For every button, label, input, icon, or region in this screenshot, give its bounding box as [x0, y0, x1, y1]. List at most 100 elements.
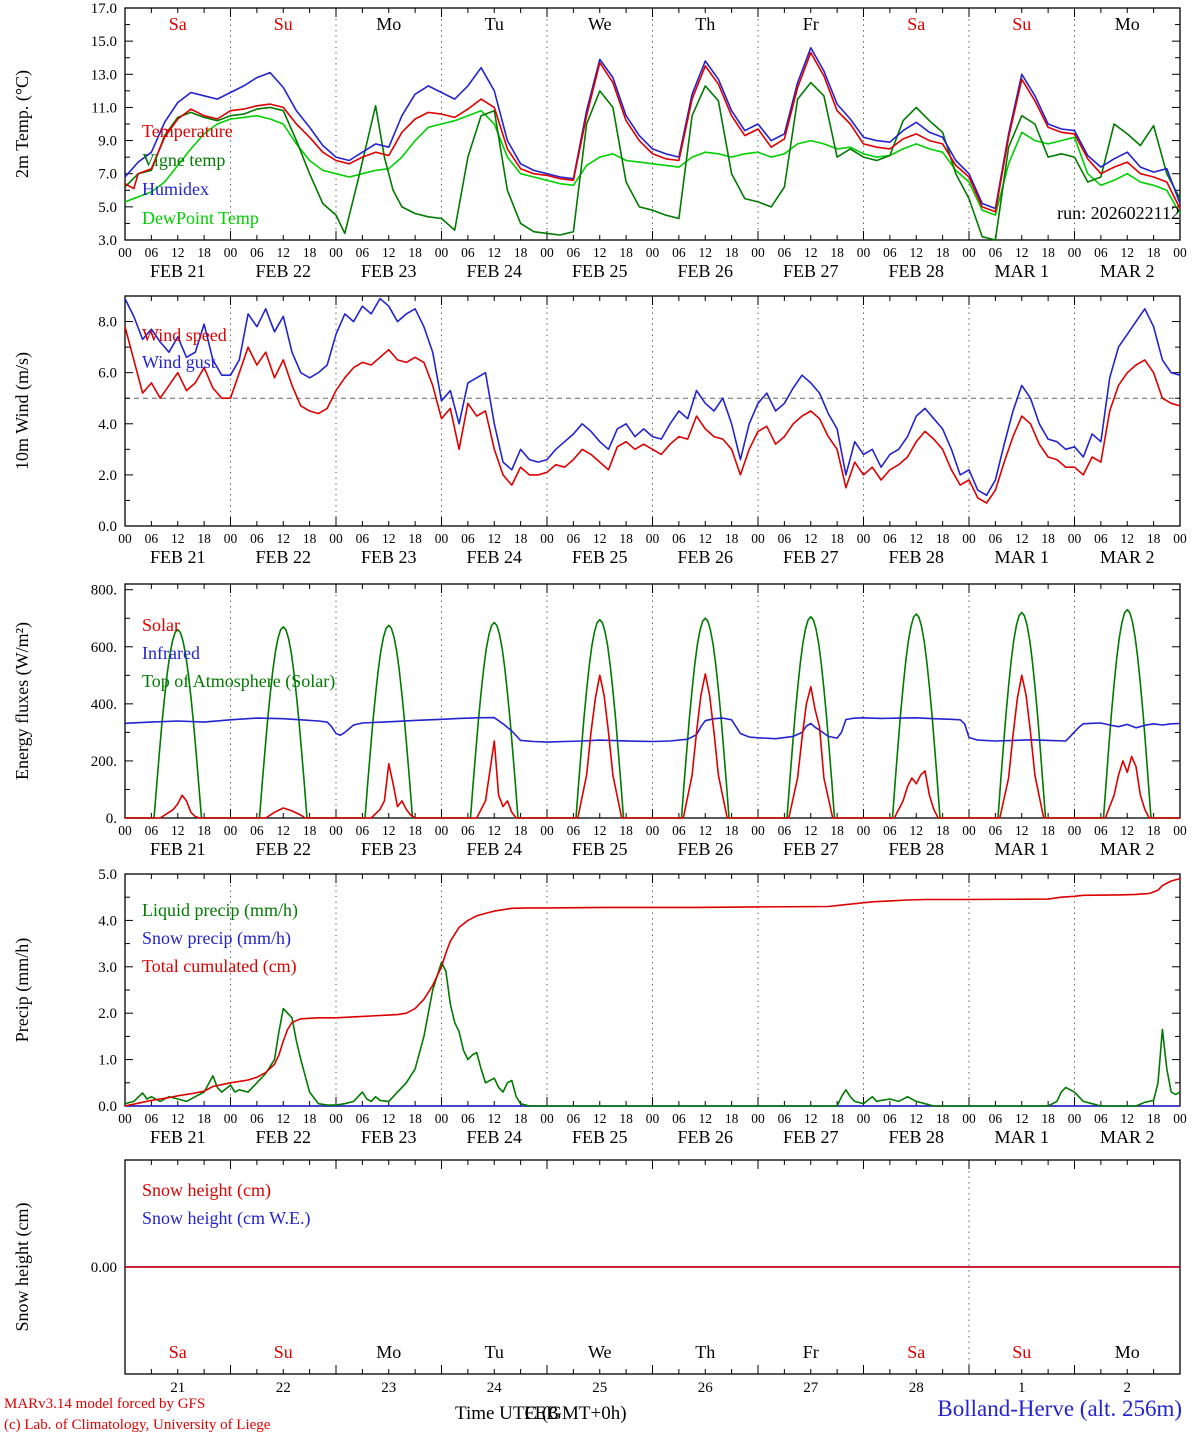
hour-tick-label: 06 — [250, 823, 264, 838]
y-tick-label: 13.0 — [91, 67, 117, 83]
hour-tick-label: 12 — [804, 823, 818, 838]
hour-tick-label: 18 — [1147, 1111, 1161, 1126]
legend-wind-gust: Wind gust — [142, 352, 216, 372]
y-axis-title: Precip (mm/h) — [12, 938, 33, 1042]
hour-tick-label: 06 — [989, 245, 1003, 260]
hour-tick-label: 00 — [118, 245, 132, 260]
date-label: FEB 23 — [361, 1127, 417, 1147]
hour-tick-label: 00 — [1068, 245, 1082, 260]
hour-tick-label: 12 — [1015, 245, 1029, 260]
legend-solar: Solar — [142, 615, 180, 635]
legend-humidex: Humidex — [142, 179, 209, 199]
hour-tick-label: 12 — [171, 245, 185, 260]
hour-tick-label: 06 — [989, 823, 1003, 838]
series-solar — [125, 673, 1180, 819]
date-label: FEB 24 — [466, 1127, 522, 1147]
hour-tick-label: 06 — [883, 823, 897, 838]
hour-tick-label: 06 — [1094, 245, 1108, 260]
series-infrared — [124, 716, 1181, 743]
hour-tick-label: 12 — [593, 245, 607, 260]
day-number-label: 25 — [592, 1380, 607, 1396]
hour-tick-label: 00 — [540, 245, 554, 260]
legend-vigne-temp: Vigne temp — [142, 150, 226, 170]
hour-tick-label: 00 — [1173, 823, 1187, 838]
hour-tick-label: 18 — [830, 245, 844, 260]
y-tick-label: 9.0 — [98, 134, 117, 150]
hour-tick-label: 12 — [699, 531, 713, 546]
series-temperature — [124, 51, 1181, 213]
date-label: FEB 25 — [572, 1127, 628, 1147]
hour-tick-label: 00 — [1068, 1111, 1082, 1126]
hour-tick-label: 12 — [1015, 531, 1029, 546]
hour-tick-label: 06 — [989, 531, 1003, 546]
month-label-overlap: FEB — [524, 1403, 559, 1424]
hour-tick-label: 00 — [646, 823, 660, 838]
hour-tick-label: 12 — [277, 531, 291, 546]
hour-tick-label: 12 — [277, 245, 291, 260]
hour-tick-label: 06 — [461, 823, 475, 838]
date-label: FEB 26 — [677, 839, 733, 859]
y-axis-title: Snow height (cm) — [12, 1203, 33, 1332]
weekday-label: Tu — [485, 14, 504, 34]
weekday-label: Su — [274, 14, 293, 34]
hour-tick-label: 00 — [540, 823, 554, 838]
hour-tick-label: 18 — [514, 245, 528, 260]
hour-tick-label: 00 — [435, 1111, 449, 1126]
legend-liquid-precip: Liquid precip (mm/h) — [142, 900, 298, 920]
hour-tick-label: 12 — [171, 823, 185, 838]
hour-tick-label: 06 — [883, 1111, 897, 1126]
weekday-label: Sa — [169, 1342, 187, 1362]
weekday-label: Fr — [803, 1342, 819, 1362]
legend-total-cumulated: Total cumulated (cm) — [142, 956, 297, 976]
hour-tick-label: 06 — [356, 823, 370, 838]
date-label: FEB 22 — [255, 261, 311, 281]
hour-tick-label: 00 — [1173, 531, 1187, 546]
legend-snow-height: Snow height (cm) — [142, 1180, 271, 1200]
hour-tick-label: 00 — [118, 531, 132, 546]
y-tick-label: 0. — [106, 811, 117, 827]
y-tick-label: 400. — [91, 697, 117, 713]
date-label: FEB 27 — [783, 261, 839, 281]
hour-tick-label: 18 — [830, 531, 844, 546]
hour-tick-label: 06 — [145, 1111, 159, 1126]
hour-tick-label: 12 — [488, 531, 502, 546]
y-tick-label: 4.0 — [98, 913, 117, 929]
hour-tick-label: 18 — [514, 823, 528, 838]
y-tick-label: 600. — [91, 640, 117, 656]
date-label: FEB 23 — [361, 261, 417, 281]
date-label: FEB 25 — [572, 839, 628, 859]
day-number-label: 21 — [170, 1380, 185, 1396]
hour-tick-label: 12 — [277, 823, 291, 838]
day-number-label: 24 — [487, 1380, 503, 1396]
hour-tick-label: 06 — [356, 245, 370, 260]
hour-tick-label: 12 — [804, 531, 818, 546]
hour-tick-label: 00 — [962, 1111, 976, 1126]
y-tick-label: 2.0 — [98, 468, 117, 484]
hour-tick-label: 00 — [224, 531, 238, 546]
panel-energy: 0. 200. 400. 600. 800. 00 06 12 18 00 06 12 18 00 06 12… — [12, 583, 1187, 859]
legend-dewpoint-temp: DewPoint Temp — [142, 208, 259, 228]
y-tick-label: 5.0 — [98, 867, 117, 883]
hour-tick-label: 12 — [277, 1111, 291, 1126]
legend-toa-solar: Top of Atmosphere (Solar) — [142, 671, 336, 691]
y-tick-label: 17.0 — [91, 1, 117, 17]
date-label: FEB 23 — [361, 547, 417, 567]
hour-tick-label: 00 — [224, 823, 238, 838]
hour-tick-label: 18 — [1041, 245, 1055, 260]
series-liquid-precip — [124, 961, 1181, 1107]
date-label: FEB 25 — [572, 547, 628, 567]
legend-wind-speed: Wind speed — [142, 325, 227, 345]
hour-tick-label: 12 — [382, 245, 396, 260]
hour-tick-label: 06 — [1094, 531, 1108, 546]
hour-tick-label: 00 — [435, 245, 449, 260]
date-label: FEB 25 — [572, 261, 628, 281]
hour-tick-label: 12 — [488, 823, 502, 838]
hour-tick-label: 00 — [435, 823, 449, 838]
hour-tick-label: 12 — [910, 531, 924, 546]
hour-tick-label: 18 — [303, 245, 317, 260]
hour-tick-label: 12 — [1015, 823, 1029, 838]
hour-tick-label: 00 — [1068, 823, 1082, 838]
weekday-label: Fr — [803, 14, 819, 34]
day-number-label: 22 — [276, 1380, 291, 1396]
